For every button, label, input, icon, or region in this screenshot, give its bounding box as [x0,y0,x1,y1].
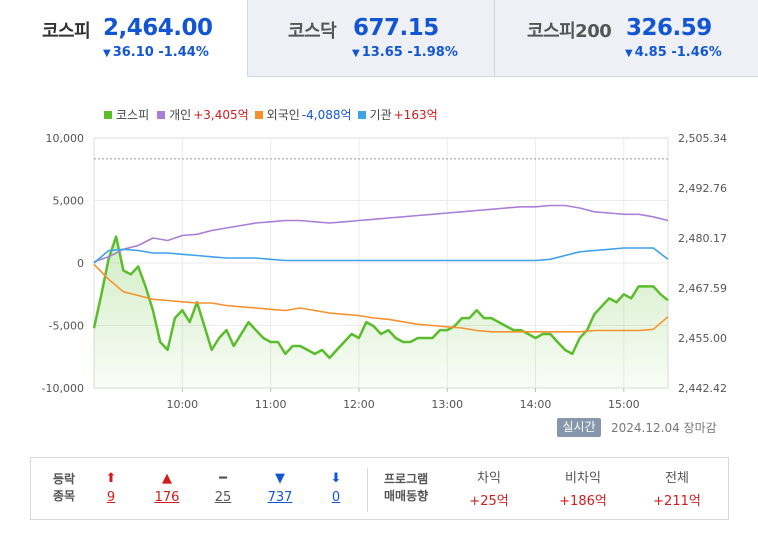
index-name: 코스닥 [288,21,337,42]
down-arrow-icon: ▼ [103,48,111,59]
x-tick-label: 15:00 [608,398,640,411]
series-line-0 [92,235,669,360]
series-line-1 [93,204,669,263]
program-heading: 프로그램 매매동향 [384,472,429,503]
program-label: 전체 [665,471,689,486]
x-tick-label: 12:00 [343,398,375,411]
index-tabs: 코스피 2,464.00 ▼ 36.10 -1.44% 코스닥 677.15 ▼ 1… [0,0,758,77]
count-value: 737 [267,490,293,505]
index-change: ▼ 36.10 -1.44% [103,45,209,60]
program-arbitrage: 차익 +25억 [449,470,529,509]
market-date: 2024.12.04 장마감 [611,421,717,435]
unchanged-count[interactable]: ━ 25 [203,470,243,505]
right-tick-label: 2,467.59 [678,282,727,295]
index-change: ▼ 13.65 -1.98% [352,45,458,60]
right-tick-label: 2,480.17 [678,232,727,245]
program-total: 전체 +211억 [637,470,717,509]
program-value: +211억 [653,494,701,509]
divider [367,468,368,512]
legend-swatch [104,110,112,119]
legend-label: 기관 [369,108,392,122]
tab-kosdaq[interactable]: 코스닥 677.15 ▼ 13.65 -1.98% [248,0,495,77]
x-tick-label: 13:00 [431,398,463,411]
left-tick-label: -5,000 [49,320,84,333]
legend-label: 개인 [169,108,192,122]
index-value: 2,464.00 [103,15,213,41]
series-line-3 [93,247,669,264]
x-tick-label: 11:00 [255,398,287,411]
right-tick-label: 2,492.76 [678,182,727,195]
upper-limit-icon: ⬆ [105,471,117,486]
count-value: 0 [331,490,341,505]
index-change: ▼ 4.85 -1.46% [625,45,722,60]
rising-icon: ▲ [162,471,172,486]
upper-limit-count[interactable]: ⬆ 9 [91,470,131,505]
unchanged-icon: ━ [219,471,227,486]
legend-item-institution[interactable]: 기관 +163억 [357,106,438,123]
legend-item-individual[interactable]: 개인 +3,405억 [157,106,249,123]
x-tick-label: 10:00 [166,398,198,411]
lower-limit-count[interactable]: ⬇ 0 [316,470,356,505]
count-value: 25 [214,490,232,505]
legend-swatch [157,110,166,119]
legend-item-foreign[interactable]: 외국인 -4,088억 [254,106,352,123]
tab-kospi200[interactable]: 코스피200 326.59 ▼ 4.85 -1.46% [495,0,758,77]
index-name: 코스피 [42,21,91,42]
tab-kospi[interactable]: 코스피 2,464.00 ▼ 36.10 -1.44% [0,0,248,77]
program-value: +25억 [469,494,509,509]
legend-value: -4,088억 [301,108,352,122]
program-label: 차익 [477,471,501,486]
rising-count[interactable]: ▲ 176 [147,470,187,505]
x-tick-label: 14:00 [520,398,552,411]
kospi-investor-chart: 10,000 5,000 0 -5,000 -10,000 2,505.34 2,492.7… [42,132,727,411]
realtime-badge[interactable]: 실시간 [557,418,601,437]
legend-swatch [254,110,263,119]
count-value: 176 [154,490,180,505]
series-area-0 [94,236,668,388]
breadth-heading: 등락 종목 [53,472,76,503]
left-tick-label: -10,000 [42,382,84,395]
lower-limit-icon: ⬇ [330,471,342,486]
legend-swatch [357,110,366,119]
index-value: 677.15 [353,15,439,41]
legend-value: +163억 [393,108,438,122]
down-arrow-icon: ▼ [625,48,633,59]
index-value: 326.59 [626,15,712,41]
count-value: 9 [106,490,116,505]
series-line-2 [93,263,669,333]
program-value: +186억 [559,494,607,509]
left-tick-label: 10,000 [46,132,85,145]
program-non-arbitrage: 비차익 +186억 [543,470,623,509]
down-arrow-icon: ▼ [352,48,360,59]
chart-legend: 코스피 개인 +3,405억 외국인 -4,088억 기관 +163억 [104,106,444,123]
legend-value: +3,405억 [193,108,249,122]
falling-count[interactable]: ▼ 737 [260,470,300,505]
left-tick-label: 5,000 [53,195,85,208]
right-tick-label: 2,455.00 [678,332,727,345]
left-tick-label: 0 [77,257,84,270]
index-name: 코스피200 [527,21,612,42]
program-label: 비차익 [565,471,601,486]
falling-icon: ▼ [275,471,285,486]
legend-label: 코스피 [116,108,150,122]
market-breadth-panel: 등락 종목 ⬆ 9 ▲ 176 ━ 25 ▼ 737 ⬇ 0 프로그램 매매동향… [30,457,729,520]
right-tick-label: 2,505.34 [678,132,727,145]
right-tick-label: 2,442.42 [678,382,727,395]
legend-label: 외국인 [266,108,300,122]
legend-item-kospi[interactable]: 코스피 [104,106,151,123]
